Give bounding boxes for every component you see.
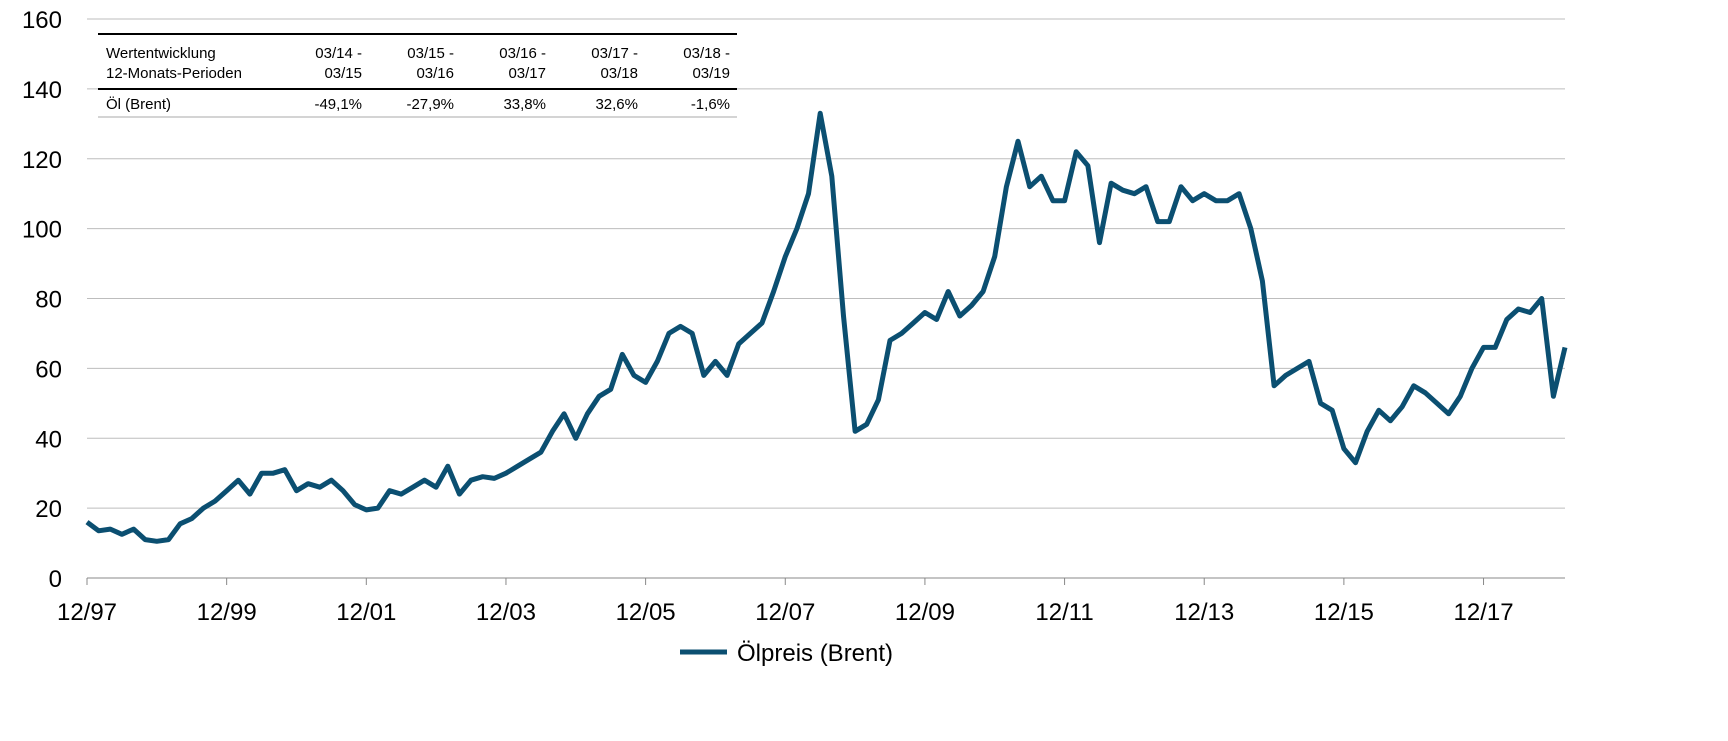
x-tick-label: 12/07 [755, 599, 815, 626]
x-tick-label: 12/09 [895, 599, 955, 626]
y-tick-label: 60 [35, 356, 62, 383]
y-tick-label: 160 [22, 7, 62, 34]
y-tick-label: 80 [35, 287, 62, 314]
table-cell: 32,6% [595, 96, 638, 113]
table-header: 03/17 [508, 65, 546, 82]
table-header: 03/16 [416, 65, 454, 82]
table-header: 03/14 - [315, 45, 362, 62]
x-tick-label: 12/05 [616, 599, 676, 626]
table-header: 03/17 - [591, 45, 638, 62]
x-tick-label: 12/15 [1314, 599, 1374, 626]
table-header: 03/18 [600, 65, 638, 82]
x-tick-label: 12/11 [1035, 599, 1093, 626]
x-tick-label: 12/03 [476, 599, 536, 626]
y-tick-label: 120 [22, 147, 62, 174]
table-cell: -49,1% [314, 96, 362, 113]
table-header: Wertentwicklung [106, 45, 216, 62]
table-cell: 33,8% [503, 96, 546, 113]
legend-label: Ölpreis (Brent) [737, 640, 893, 667]
x-tick-label: 12/17 [1454, 599, 1514, 626]
table-header: 03/19 [692, 65, 730, 82]
x-tick-label: 12/13 [1174, 599, 1234, 626]
table-cell: -27,9% [406, 96, 454, 113]
table-header: 03/18 - [683, 45, 730, 62]
table-header: 03/16 - [499, 45, 546, 62]
table-cell: -1,6% [691, 96, 730, 113]
line [85, 110, 1568, 544]
y-tick-label: 140 [22, 77, 62, 104]
table-header: 03/15 [324, 65, 362, 82]
table-header: 03/15 - [407, 45, 454, 62]
y-tick-label: 100 [22, 217, 62, 244]
x-tick-label: 12/01 [336, 599, 396, 626]
y-tick-label: 40 [35, 426, 62, 453]
table-header: 12-Monats-Perioden [106, 65, 242, 82]
table-cell: Öl (Brent) [106, 95, 171, 113]
x-tick-label: 12/97 [57, 599, 117, 626]
y-tick-label: 20 [35, 496, 62, 523]
table-bg [98, 33, 737, 118]
y-tick-label: 0 [49, 566, 62, 593]
x-tick-label: 12/99 [197, 599, 257, 626]
